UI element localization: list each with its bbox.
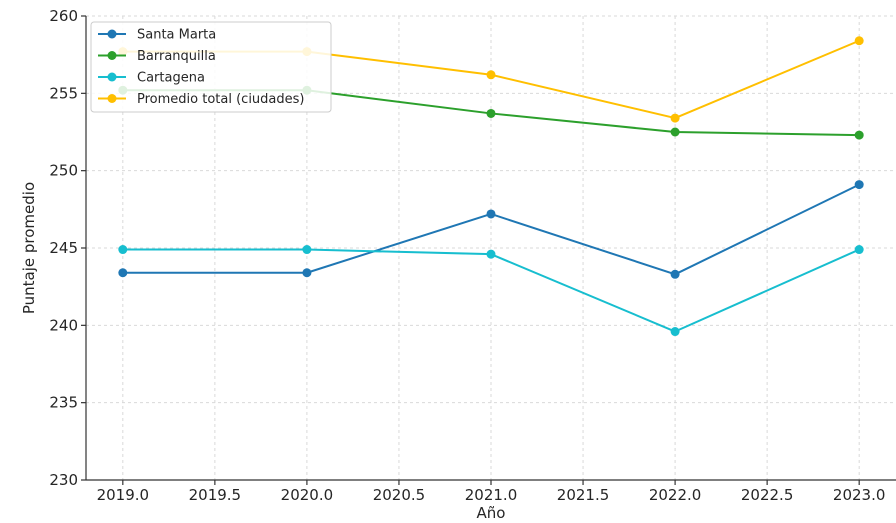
x-tick-label: 2020.5 bbox=[373, 486, 426, 504]
y-tick-label: 235 bbox=[49, 394, 78, 412]
data-point bbox=[854, 36, 864, 46]
series-line bbox=[121, 248, 861, 333]
x-tick-label: 2022.5 bbox=[741, 486, 794, 504]
data-point bbox=[670, 127, 680, 137]
data-point bbox=[670, 269, 680, 279]
x-tick-label: 2023.0 bbox=[833, 486, 886, 504]
x-tick-label: 2020.0 bbox=[281, 486, 334, 504]
data-point bbox=[486, 108, 496, 118]
legend-label: Santa Marta bbox=[137, 28, 216, 43]
y-tick-label: 230 bbox=[49, 471, 78, 489]
data-point bbox=[486, 70, 496, 80]
series-3 bbox=[118, 245, 864, 337]
x-tick-label: 2021.5 bbox=[557, 486, 610, 504]
legend-swatch-marker bbox=[107, 51, 117, 60]
legend-swatch-marker bbox=[107, 29, 117, 39]
y-axis-ticks: 230 235 240 245 250 255 260 bbox=[49, 7, 86, 489]
data-point bbox=[118, 268, 128, 278]
y-tick-label: 255 bbox=[49, 84, 78, 102]
y-axis-label: Puntaje promedio bbox=[20, 182, 38, 314]
y-tick-label: 260 bbox=[49, 7, 78, 25]
data-point bbox=[302, 245, 312, 255]
legend-swatch-marker bbox=[107, 94, 117, 103]
legend-label: Barranquilla bbox=[137, 49, 216, 64]
data-point bbox=[854, 180, 864, 190]
x-tick-label: 2022.0 bbox=[649, 486, 702, 504]
data-point bbox=[486, 209, 496, 219]
data-point bbox=[486, 249, 496, 259]
x-tick-label: 2019.0 bbox=[97, 486, 150, 504]
data-point bbox=[670, 113, 680, 123]
legend-label: Promedio total (ciudades) bbox=[137, 92, 304, 107]
grid bbox=[86, 15, 896, 480]
data-point bbox=[670, 327, 680, 337]
y-tick-label: 240 bbox=[49, 316, 78, 334]
x-axis-label: Año bbox=[477, 504, 506, 522]
data-point bbox=[118, 245, 128, 255]
y-tick-label: 250 bbox=[49, 162, 78, 180]
data-point bbox=[854, 130, 864, 140]
x-tick-label: 2021.0 bbox=[465, 486, 518, 504]
data-point bbox=[854, 245, 864, 255]
legend: Santa Marta Barranquilla Cartagena Promedio… bbox=[90, 21, 332, 113]
x-tick-label: 2019.5 bbox=[189, 486, 242, 504]
legend-swatch-marker bbox=[107, 72, 117, 82]
x-axis-ticks: 2019.0 2019.5 2020.0 2020.5 2021.0 2021.5 2022… bbox=[97, 480, 886, 504]
y-tick-label: 245 bbox=[49, 239, 78, 257]
data-point bbox=[302, 268, 312, 278]
legend-label: Cartagena bbox=[137, 71, 205, 86]
series-1 bbox=[118, 180, 864, 279]
legend-box bbox=[90, 21, 332, 113]
